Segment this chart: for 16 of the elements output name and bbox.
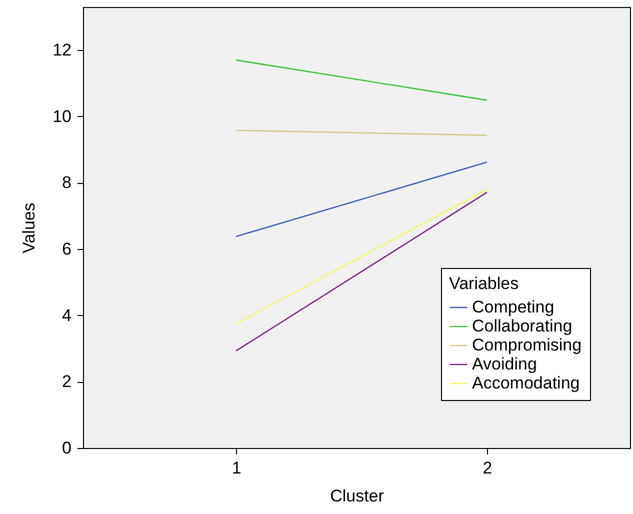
y-tick-label: 2: [62, 372, 72, 392]
y-tick-label: 4: [62, 306, 72, 325]
legend-title: Variables: [449, 274, 519, 293]
legend-label: Compromising: [472, 336, 582, 354]
y-tick-label: 8: [62, 173, 72, 192]
y-tick-label: 0: [62, 438, 72, 458]
legend-label: Collaborating: [472, 316, 572, 336]
legend-label: Accomodating: [472, 374, 580, 392]
y-tick-label: 12: [52, 40, 72, 60]
y-tick-label: 6: [62, 240, 72, 259]
x-axis-title: Cluster: [330, 486, 384, 506]
y-tick-label: 10: [52, 106, 72, 126]
x-tick-label: 1: [232, 458, 242, 478]
legend-label: Competing: [472, 298, 554, 316]
legend-label: Avoiding: [472, 354, 537, 374]
y-axis-title: Values: [20, 202, 39, 254]
